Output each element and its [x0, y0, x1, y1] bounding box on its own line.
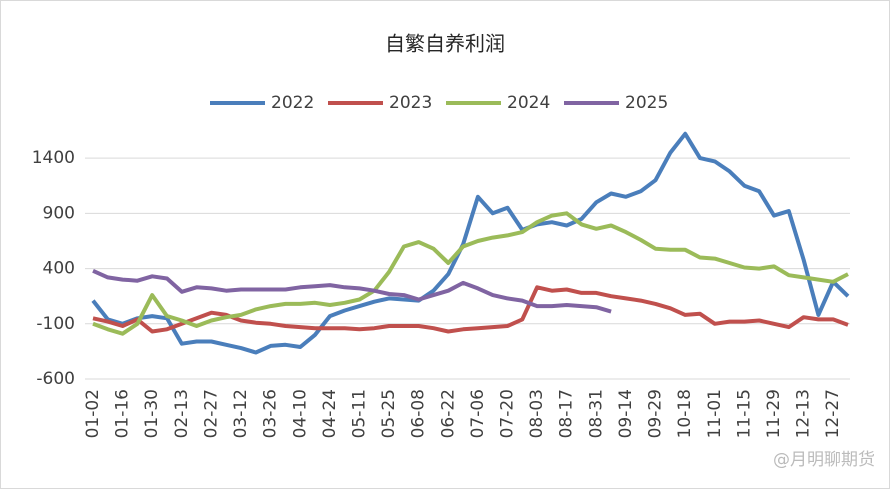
x-tick-label: 08-17 — [557, 389, 577, 438]
legend-label: 2022 — [271, 93, 314, 113]
x-tick-label: 09-14 — [616, 389, 636, 438]
x-tick-label: 11-01 — [705, 389, 725, 438]
x-tick-label: 03-26 — [261, 389, 281, 438]
y-tick-label: 900 — [43, 203, 75, 223]
legend-label: 2023 — [389, 93, 432, 113]
x-tick-label: 03-12 — [231, 389, 251, 438]
x-tick-label: 08-03 — [527, 389, 547, 438]
x-tick-label: 11-29 — [764, 389, 784, 438]
x-tick-label: 04-10 — [290, 389, 310, 438]
x-tick-label: 06-22 — [438, 389, 458, 438]
legend-label: 2024 — [507, 93, 550, 113]
legend-label: 2025 — [625, 93, 668, 113]
series-line — [92, 285, 849, 334]
x-tick-label: 01-16 — [113, 389, 133, 438]
y-tick-label: 400 — [43, 259, 75, 279]
x-tick-label: 09-29 — [646, 389, 666, 438]
x-tick-label: 12-13 — [794, 389, 814, 438]
x-tick-label: 07-06 — [468, 389, 488, 438]
x-tick-label: 01-30 — [142, 389, 162, 438]
series-line — [91, 131, 850, 355]
x-tick-label: 08-31 — [586, 389, 606, 438]
x-tick-label: 10-18 — [675, 389, 695, 438]
y-tick-label: -600 — [36, 369, 75, 389]
series-line — [92, 211, 849, 336]
x-tick-label: 05-11 — [349, 389, 369, 438]
x-tick-label: 01-02 — [83, 389, 103, 438]
watermark: @月明聊期货 — [773, 450, 875, 470]
x-tick-label: 04-24 — [320, 389, 340, 438]
x-tick-label: 11-15 — [734, 389, 754, 438]
series-line — [92, 268, 612, 314]
x-tick-label: 02-13 — [172, 389, 192, 438]
y-tick-label: -100 — [36, 314, 75, 334]
x-tick-label: 02-27 — [201, 389, 221, 438]
chart-title: 自繁自养利润 — [385, 32, 505, 56]
y-tick-label: 1400 — [32, 148, 75, 168]
x-tick-label: 06-08 — [409, 389, 429, 438]
x-tick-label: 07-20 — [498, 389, 518, 438]
x-tick-label: 12-27 — [823, 389, 843, 438]
x-tick-label: 05-25 — [379, 389, 399, 438]
